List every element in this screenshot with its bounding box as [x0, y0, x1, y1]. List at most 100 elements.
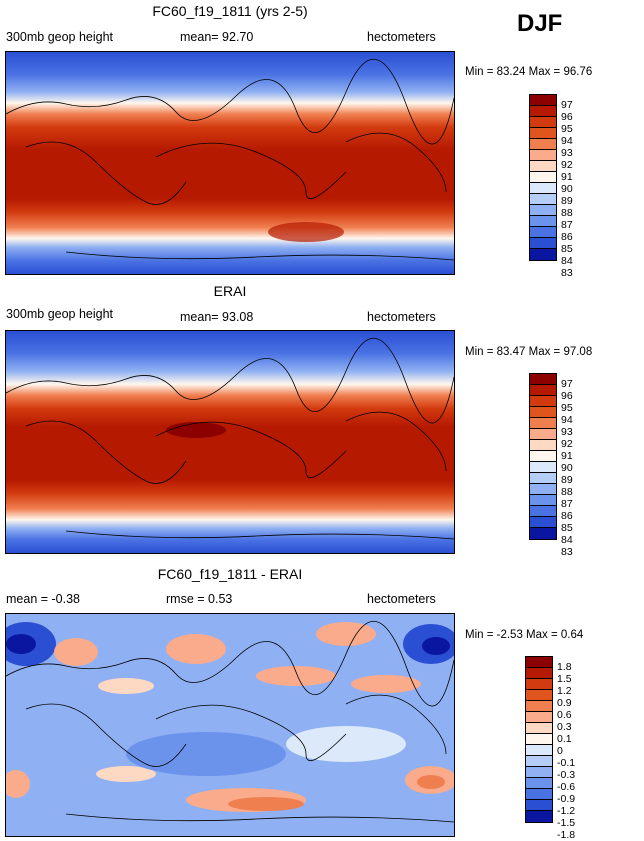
colorbar-label: -0.9 [557, 793, 576, 805]
colorbar-label: 0.1 [557, 733, 572, 745]
panel-2-map [5, 330, 455, 554]
colorbar-label: 96 [561, 390, 573, 402]
colorbar-label: 85 [561, 243, 573, 255]
colorbar-swatch [526, 745, 552, 756]
colorbar-label: 96 [561, 111, 573, 123]
colorbar-swatch [530, 429, 556, 440]
panel-3-title: FC60_f19_1811 - ERAI [157, 566, 303, 582]
colorbar-label: 94 [561, 414, 573, 426]
colorbar-swatch [526, 701, 552, 712]
colorbar-label: 93 [561, 426, 573, 438]
panel-2-units-label: hectometers [367, 310, 436, 324]
colorbar-swatch [530, 462, 556, 473]
colorbar-label: 83 [561, 267, 573, 279]
colorbar-swatch [526, 800, 552, 811]
colorbar-swatch [530, 407, 556, 418]
colorbar-label: -0.3 [557, 769, 576, 781]
colorbar-swatch [526, 712, 552, 723]
colorbar-swatch [530, 495, 556, 506]
colorbar-label: 97 [561, 99, 573, 111]
panel-3-min-max: Min = -2.53 Max = 0.64 [465, 629, 584, 641]
colorbar-label: -1.2 [557, 805, 576, 817]
colorbar-label: 87 [561, 219, 573, 231]
colorbar-label: 0.6 [557, 709, 572, 721]
panel-2-title: ERAI [213, 283, 247, 299]
panel-3-mean-label: mean = -0.38 [6, 592, 81, 606]
colorbar-label: 95 [561, 402, 573, 414]
colorbar-swatch [526, 756, 552, 767]
colorbar-label: 89 [561, 195, 573, 207]
colorbar-swatch [530, 139, 556, 150]
colorbar-swatch [530, 117, 556, 128]
colorbar-label: 1.2 [557, 685, 572, 697]
colorbar-label: -0.1 [557, 757, 576, 769]
panel-3-colorbar [525, 656, 553, 823]
panel-2-min-max: Min = 83.47 Max = 97.08 [465, 346, 593, 358]
colorbar-swatch [530, 249, 556, 260]
colorbar-label: 0.3 [557, 721, 572, 733]
colorbar-label: 1.5 [557, 673, 572, 685]
colorbar-swatch [530, 238, 556, 249]
colorbar-label: 84 [561, 255, 573, 267]
colorbar-label: 94 [561, 135, 573, 147]
colorbar-swatch [530, 374, 556, 385]
colorbar-swatch [530, 484, 556, 495]
colorbar-label: 91 [561, 450, 573, 462]
colorbar-label: 0.9 [557, 697, 572, 709]
panel-2-colorbar [529, 373, 557, 540]
panel-3-map [5, 613, 455, 837]
colorbar-swatch [526, 734, 552, 745]
colorbar-label: 85 [561, 522, 573, 534]
colorbar-swatch [526, 657, 552, 668]
colorbar-swatch [530, 172, 556, 183]
colorbar-swatch [526, 723, 552, 734]
colorbar-label: 86 [561, 231, 573, 243]
colorbar-label: -1.8 [557, 829, 576, 841]
colorbar-swatch [530, 227, 556, 238]
colorbar-swatch [530, 385, 556, 396]
colorbar-label: -1.5 [557, 817, 576, 829]
panel-1-colorbar [529, 94, 557, 261]
panel-2-field [6, 331, 454, 553]
colorbar-label: 92 [561, 159, 573, 171]
panel-3-rmse-label: rmse = 0.53 [166, 592, 233, 606]
colorbar-swatch [530, 183, 556, 194]
colorbar-swatch [526, 789, 552, 800]
colorbar-swatch [530, 396, 556, 407]
colorbar-label: 97 [561, 378, 573, 390]
colorbar-swatch [526, 690, 552, 701]
colorbar-swatch [526, 767, 552, 778]
colorbar-swatch [530, 517, 556, 528]
panel-1-field [6, 52, 454, 274]
colorbar-swatch [530, 128, 556, 139]
colorbar-swatch [530, 418, 556, 429]
panel-2-mean-label: mean= 93.08 [180, 310, 254, 324]
colorbar-label: 1.8 [557, 661, 572, 673]
panel-1-mean-label: mean= 92.70 [180, 30, 254, 44]
colorbar-swatch [526, 778, 552, 789]
colorbar-swatch [530, 106, 556, 117]
colorbar-swatch [530, 440, 556, 451]
panel-2-variable-label: 300mb geop height [6, 307, 114, 321]
colorbar-swatch [530, 95, 556, 106]
panel-3-units-label: hectometers [367, 592, 436, 606]
colorbar-label: 95 [561, 123, 573, 135]
colorbar-swatch [530, 216, 556, 227]
panel-1-variable-label: 300mb geop height [6, 30, 114, 44]
colorbar-swatch [526, 811, 552, 822]
colorbar-label: 87 [561, 498, 573, 510]
panel-1-min-max: Min = 83.24 Max = 96.76 [465, 66, 593, 78]
colorbar-label: 93 [561, 147, 573, 159]
colorbar-swatch [530, 161, 556, 172]
colorbar-label: 89 [561, 474, 573, 486]
colorbar-swatch [530, 150, 556, 161]
colorbar-swatch [530, 528, 556, 539]
colorbar-swatch [526, 668, 552, 679]
colorbar-swatch [530, 194, 556, 205]
colorbar-label: 86 [561, 510, 573, 522]
panel-3-field [6, 614, 454, 836]
colorbar-label: 83 [561, 546, 573, 558]
panel-1-map [5, 51, 455, 275]
colorbar-swatch [526, 679, 552, 690]
colorbar-label: 0 [557, 745, 563, 757]
